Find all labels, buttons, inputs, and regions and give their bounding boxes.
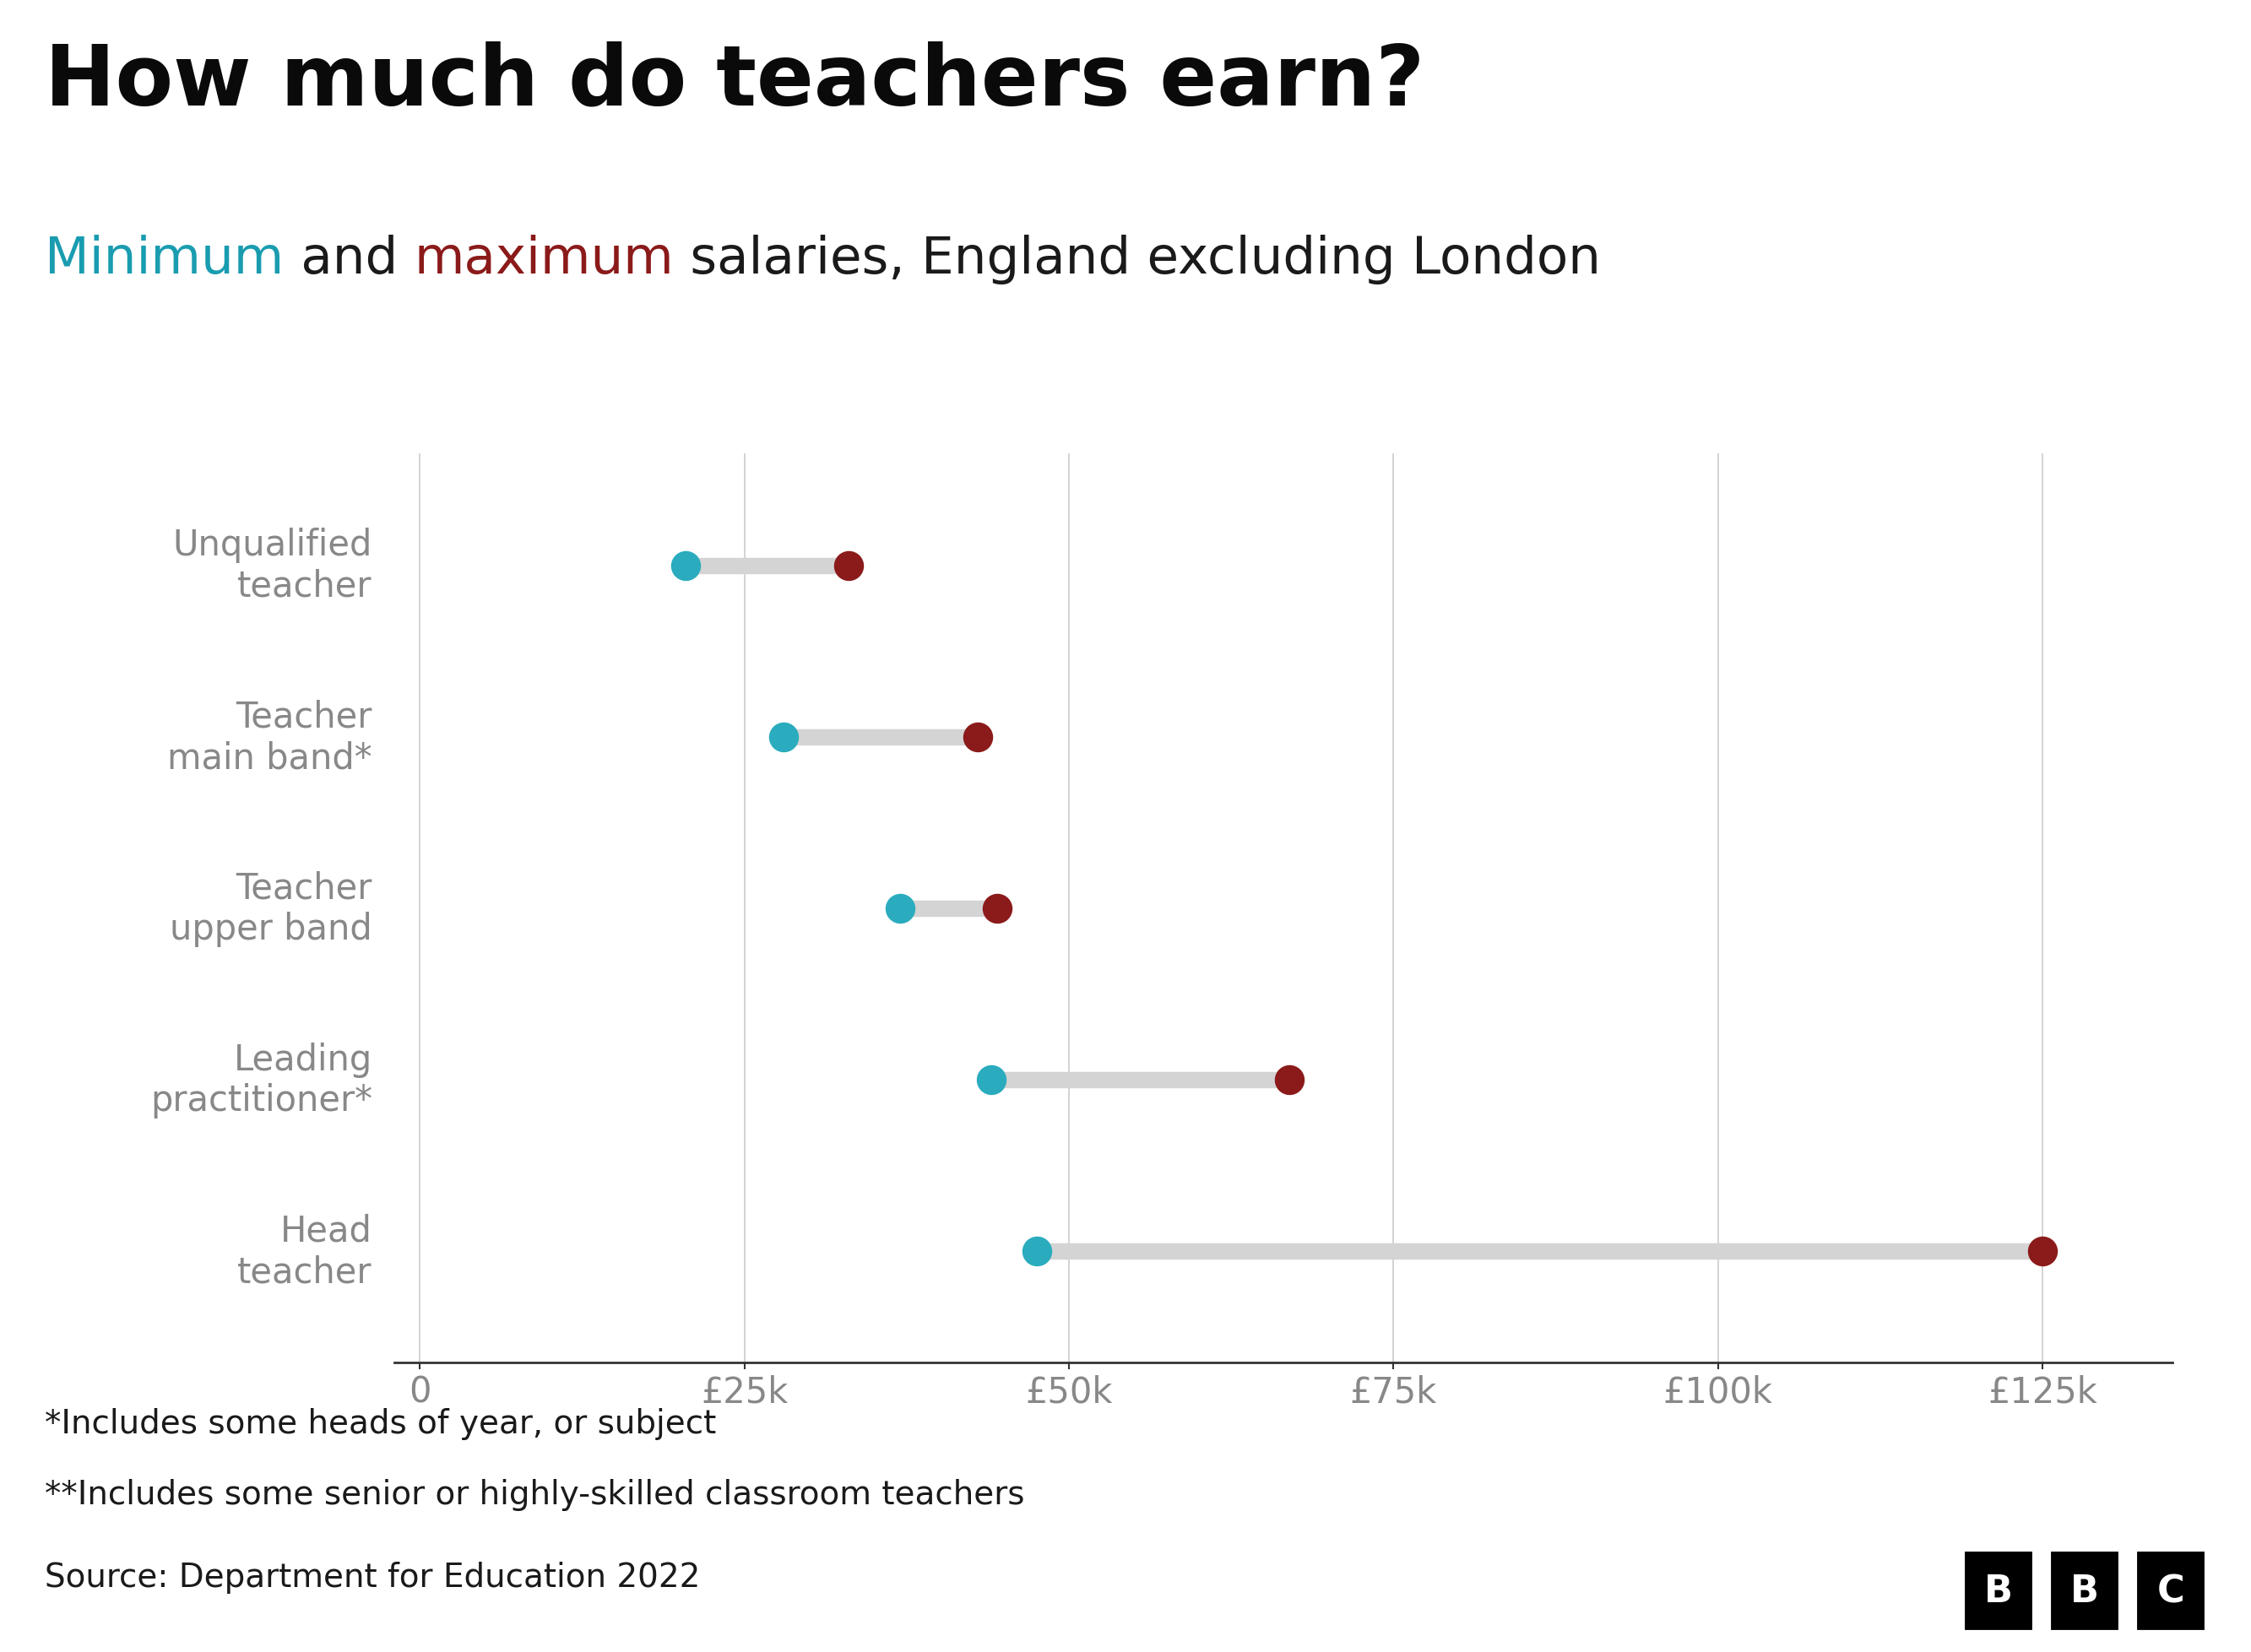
Point bbox=[669, 552, 705, 578]
Bar bbox=[1963, 1550, 2033, 1632]
Text: maximum: maximum bbox=[414, 235, 673, 284]
Text: C: C bbox=[2156, 1573, 2186, 1609]
Point bbox=[1017, 1239, 1053, 1265]
Point bbox=[1272, 1067, 1308, 1094]
Text: Source: Department for Education 2022: Source: Department for Education 2022 bbox=[45, 1561, 700, 1593]
Point bbox=[979, 895, 1015, 922]
Bar bbox=[2048, 1550, 2120, 1632]
Point bbox=[831, 552, 867, 578]
Text: How much do teachers earn?: How much do teachers earn? bbox=[45, 41, 1425, 124]
Point bbox=[972, 1067, 1008, 1094]
Bar bbox=[2136, 1550, 2206, 1632]
Text: B: B bbox=[2071, 1573, 2098, 1609]
Text: Minimum: Minimum bbox=[45, 235, 284, 284]
Point bbox=[765, 724, 801, 750]
Text: *Includes some heads of year, or subject: *Includes some heads of year, or subject bbox=[45, 1408, 716, 1439]
Text: B: B bbox=[1983, 1573, 2012, 1609]
Text: **Includes some senior or highly-skilled classroom teachers: **Includes some senior or highly-skilled… bbox=[45, 1479, 1024, 1510]
Text: salaries, England excluding London: salaries, England excluding London bbox=[673, 235, 1600, 284]
Text: and: and bbox=[284, 235, 414, 284]
Point bbox=[959, 724, 995, 750]
Point bbox=[882, 895, 918, 922]
Point bbox=[2024, 1239, 2060, 1265]
